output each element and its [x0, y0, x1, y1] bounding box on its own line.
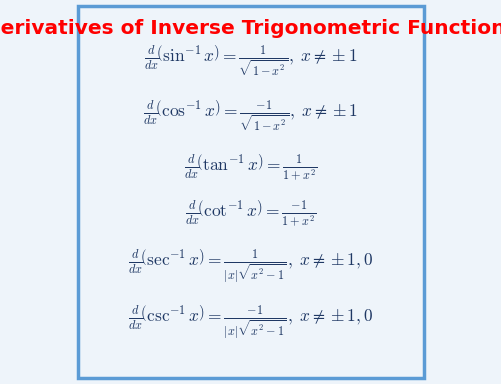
Text: $\frac{d}{dx}\!\left(\csc^{-1} x\right)=\frac{-1}{|x|\sqrt{x^2-1}},\; x\neq \pm : $\frac{d}{dx}\!\left(\csc^{-1} x\right)=… — [128, 303, 373, 341]
Text: $\frac{d}{dx}\!\left(\sin^{-1} x\right)=\frac{1}{\sqrt{1-x^2}},\; x\neq \pm 1$: $\frac{d}{dx}\!\left(\sin^{-1} x\right)=… — [144, 43, 357, 78]
Text: Derivatives of Inverse Trigonometric Functions: Derivatives of Inverse Trigonometric Fun… — [0, 18, 501, 38]
FancyBboxPatch shape — [78, 6, 423, 378]
Text: $\frac{d}{dx}\!\left(\cot^{-1} x\right)=\frac{-1}{1+x^2}$: $\frac{d}{dx}\!\left(\cot^{-1} x\right)=… — [185, 198, 316, 228]
Text: $\frac{d}{dx}\!\left(\tan^{-1} x\right)=\frac{1}{1+x^2}$: $\frac{d}{dx}\!\left(\tan^{-1} x\right)=… — [184, 152, 317, 182]
Text: $\frac{d}{dx}\!\left(\cos^{-1} x\right)=\frac{-1}{\sqrt{1-x^2}},\; x\neq \pm 1$: $\frac{d}{dx}\!\left(\cos^{-1} x\right)=… — [143, 99, 358, 133]
Text: $\frac{d}{dx}\!\left(\sec^{-1} x\right)=\frac{1}{|x|\sqrt{x^2-1}},\; x\neq \pm 1: $\frac{d}{dx}\!\left(\sec^{-1} x\right)=… — [128, 247, 373, 285]
